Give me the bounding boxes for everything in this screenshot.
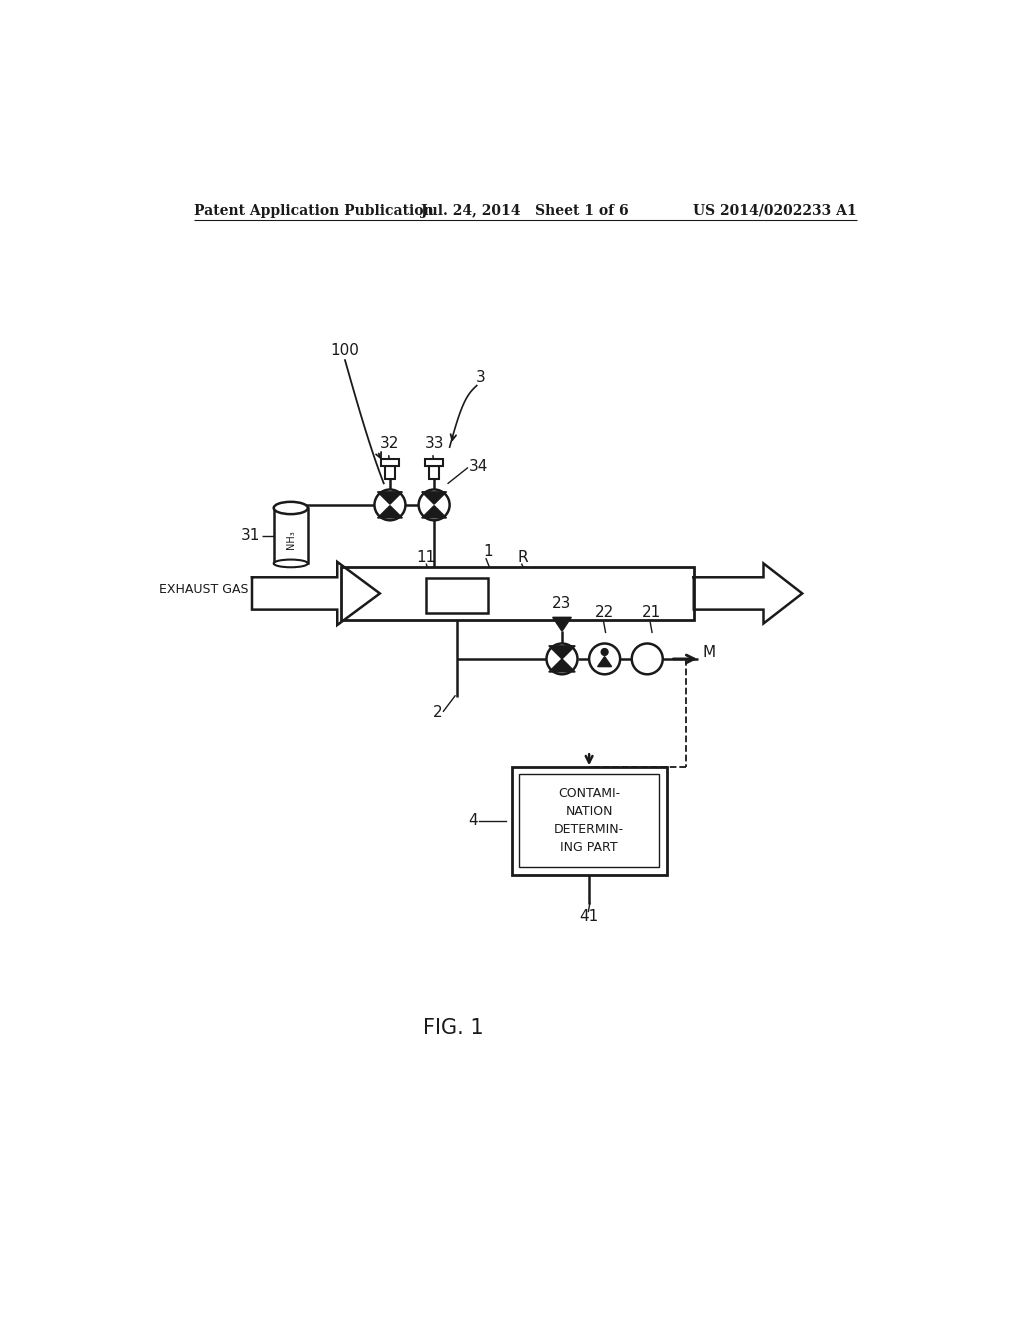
Text: 21: 21 — [641, 605, 660, 620]
Polygon shape — [549, 645, 575, 659]
Circle shape — [632, 644, 663, 675]
Polygon shape — [378, 492, 402, 504]
Bar — [426, 578, 488, 612]
Text: 23: 23 — [552, 595, 571, 611]
Text: 33: 33 — [424, 436, 443, 451]
Circle shape — [547, 644, 578, 675]
Text: 4: 4 — [468, 813, 477, 828]
Bar — [425, 459, 443, 466]
Bar — [429, 466, 439, 479]
Text: Patent Application Publication: Patent Application Publication — [194, 203, 433, 218]
Circle shape — [419, 490, 450, 520]
Text: 41: 41 — [580, 909, 599, 924]
Bar — [512, 767, 667, 874]
Circle shape — [375, 490, 406, 520]
Text: 34: 34 — [469, 459, 488, 474]
Bar — [385, 466, 395, 479]
Text: 32: 32 — [380, 436, 399, 451]
Polygon shape — [422, 506, 446, 517]
Ellipse shape — [273, 502, 308, 513]
Polygon shape — [549, 659, 575, 672]
Text: M: M — [702, 645, 716, 660]
Polygon shape — [598, 656, 611, 667]
Text: NH₃: NH₃ — [286, 531, 296, 549]
Text: 2: 2 — [433, 705, 442, 721]
Polygon shape — [252, 562, 380, 626]
Text: 22: 22 — [595, 605, 614, 620]
Text: US 2014/0202233 A1: US 2014/0202233 A1 — [693, 203, 856, 218]
Polygon shape — [693, 564, 802, 623]
Polygon shape — [553, 618, 571, 631]
Text: R: R — [518, 549, 528, 565]
Bar — [381, 459, 399, 466]
Text: 3: 3 — [476, 371, 485, 385]
Text: FIG. 1: FIG. 1 — [423, 1019, 483, 1039]
Text: 31: 31 — [241, 528, 260, 544]
Polygon shape — [378, 506, 402, 517]
Circle shape — [589, 644, 621, 675]
Ellipse shape — [273, 560, 308, 568]
Text: EXHAUST GAS: EXHAUST GAS — [159, 583, 248, 597]
Text: Jul. 24, 2014   Sheet 1 of 6: Jul. 24, 2014 Sheet 1 of 6 — [421, 203, 629, 218]
Text: 1: 1 — [483, 544, 494, 558]
Bar — [273, 508, 308, 564]
Bar — [519, 775, 658, 867]
Bar — [341, 566, 693, 620]
Text: 11: 11 — [417, 549, 436, 565]
Circle shape — [601, 648, 608, 655]
Text: 100: 100 — [331, 343, 359, 359]
Polygon shape — [422, 492, 446, 504]
Text: CONTAMI-
NATION
DETERMIN-
ING PART: CONTAMI- NATION DETERMIN- ING PART — [554, 787, 625, 854]
